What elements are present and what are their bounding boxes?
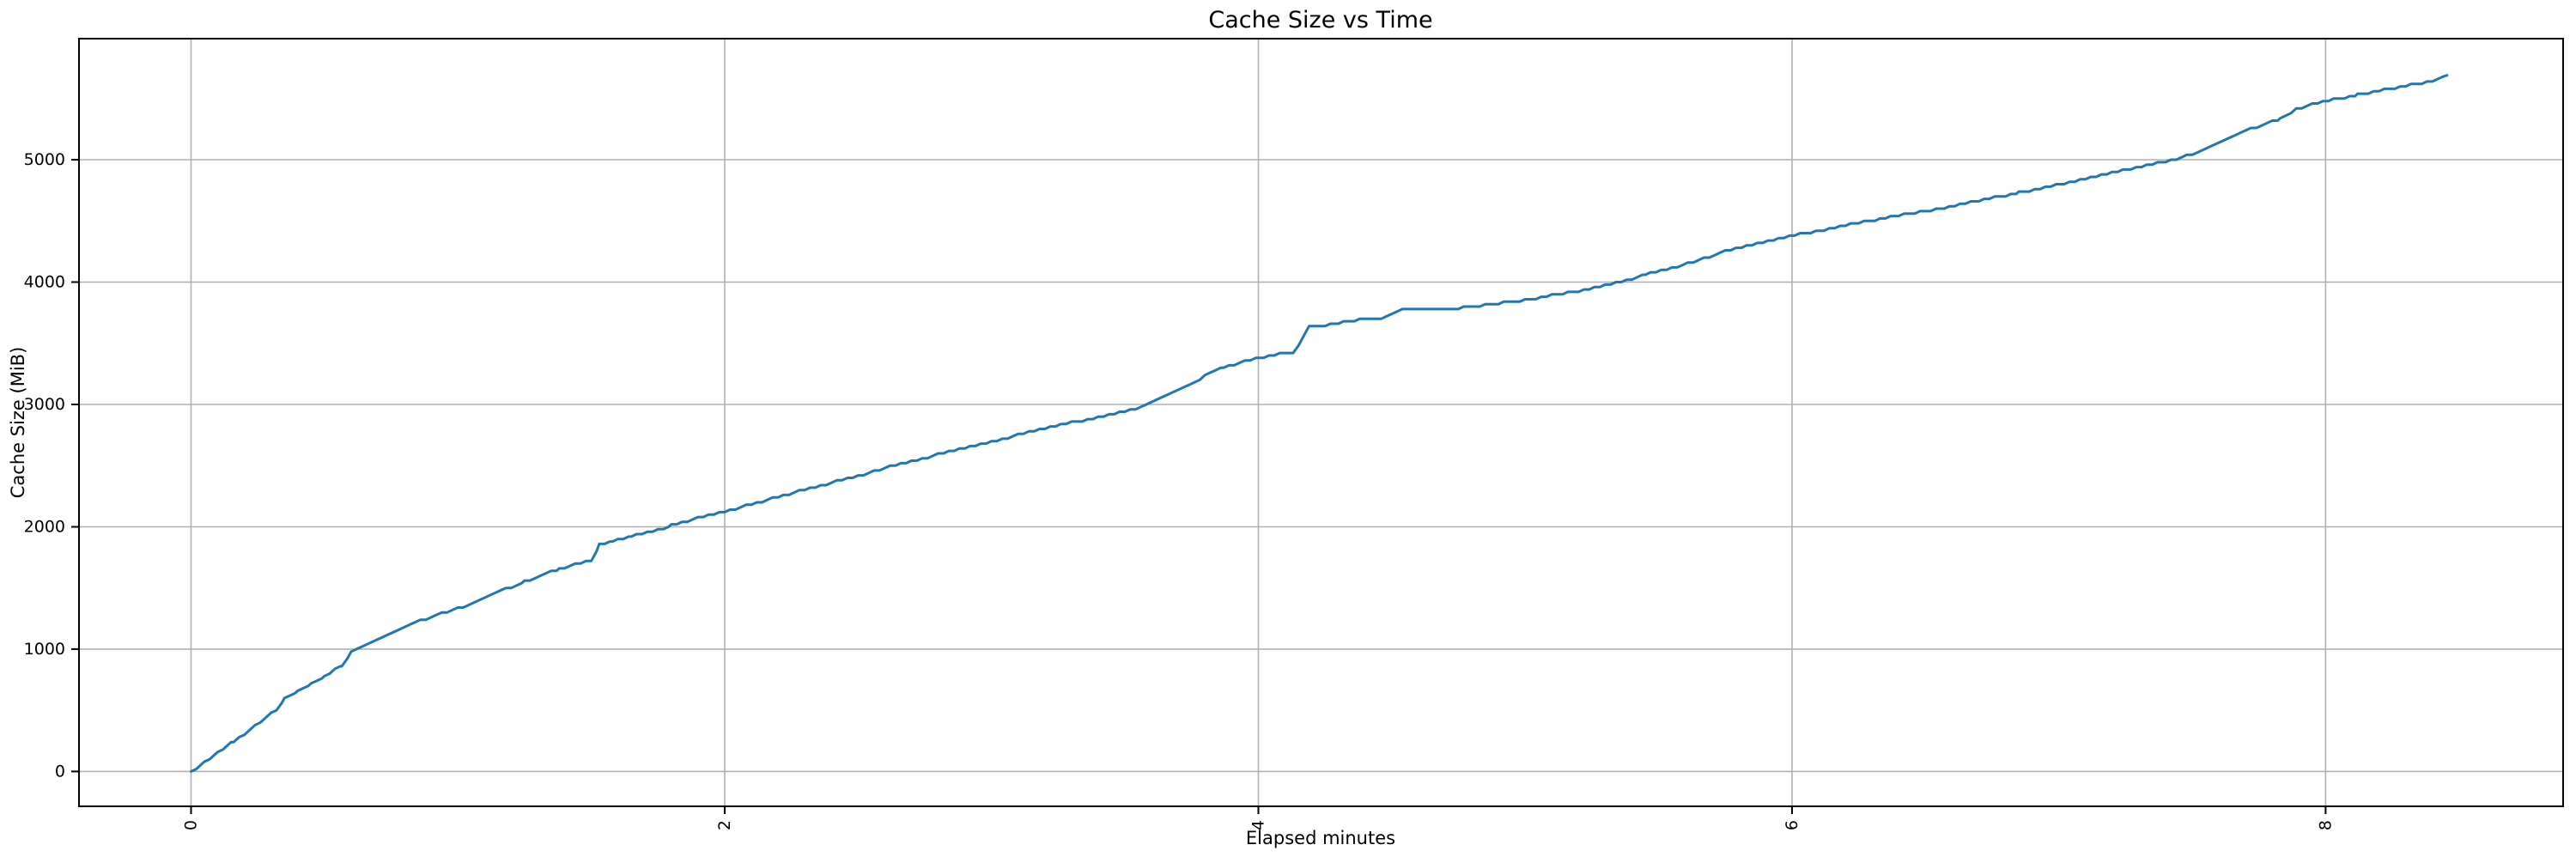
plot-border xyxy=(78,38,2564,807)
chart-title: Cache Size vs Time xyxy=(1208,7,1432,33)
y-tick-labels: 0 1000 2000 3000 4000 5000 xyxy=(24,150,65,781)
y-tick-label: 5000 xyxy=(24,150,65,169)
gridlines xyxy=(79,39,2563,806)
x-tick-label: 6 xyxy=(1783,820,1801,830)
y-tick-label: 1000 xyxy=(24,640,65,659)
x-tick-label: 4 xyxy=(1249,820,1268,830)
tick-marks xyxy=(71,159,2327,814)
y-tick-label: 3000 xyxy=(24,395,65,414)
x-axis-label: Elapsed minutes xyxy=(1246,828,1395,848)
x-tick-label: 0 xyxy=(182,820,201,830)
y-tick-label: 4000 xyxy=(24,273,65,292)
y-tick-label: 0 xyxy=(55,762,65,781)
y-tick-label: 2000 xyxy=(24,518,65,537)
x-tick-labels: 0 2 4 6 8 xyxy=(182,820,2336,830)
x-tick-label: 2 xyxy=(715,820,734,830)
y-axis-label: Cache Size (MiB) xyxy=(8,347,28,499)
data-line xyxy=(190,74,2449,773)
x-tick-label: 8 xyxy=(2316,820,2335,830)
